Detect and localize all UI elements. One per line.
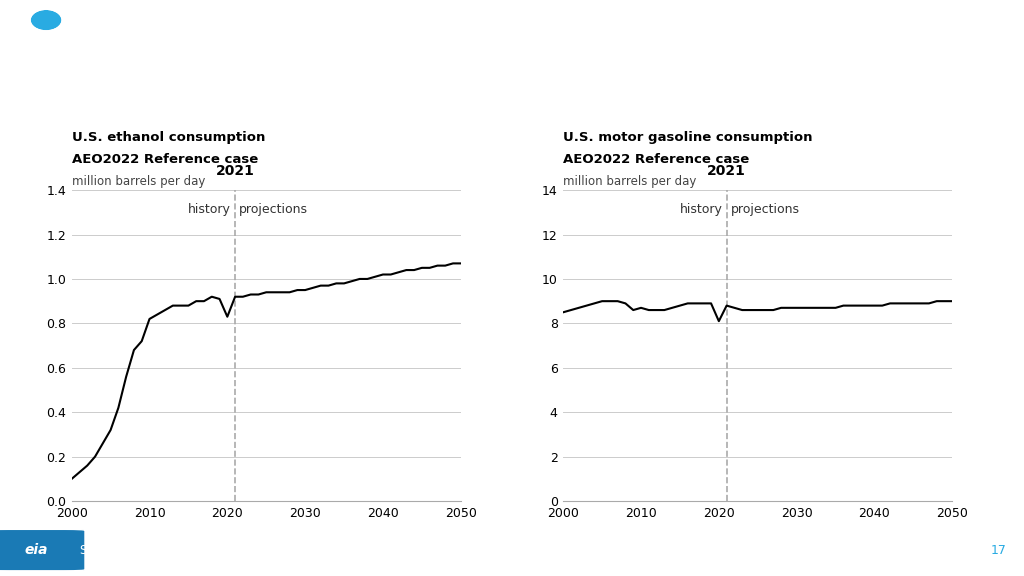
- Text: U.S. ethanol and motor gasoline consumption: U.S. ethanol and motor gasoline consumpt…: [77, 31, 713, 59]
- FancyBboxPatch shape: [0, 529, 85, 571]
- Text: history: history: [188, 203, 231, 215]
- Text: projections: projections: [239, 203, 308, 215]
- Text: www.eia.gov/aeo: www.eia.gov/aeo: [881, 544, 981, 556]
- Text: 2021: 2021: [708, 164, 746, 177]
- Text: 17: 17: [990, 544, 1007, 556]
- Bar: [30, 20, 62, 69]
- Text: (AEO2022): (AEO2022): [500, 544, 567, 556]
- Text: Source: U.S. Energy Information Administration,: Source: U.S. Energy Information Administ…: [80, 544, 367, 556]
- Text: eia: eia: [25, 543, 47, 557]
- Text: history: history: [680, 203, 723, 215]
- Text: million barrels per day: million barrels per day: [72, 175, 205, 188]
- Text: AEO2022 Reference case: AEO2022 Reference case: [72, 153, 258, 166]
- Text: Annual Energy Outlook 2022: Annual Energy Outlook 2022: [324, 544, 494, 556]
- Ellipse shape: [30, 58, 62, 81]
- Text: U.S. motor gasoline consumption: U.S. motor gasoline consumption: [563, 131, 813, 144]
- Ellipse shape: [30, 9, 62, 31]
- Text: projections: projections: [730, 203, 800, 215]
- Text: 2021: 2021: [216, 164, 255, 177]
- Text: U.S. ethanol consumption: U.S. ethanol consumption: [72, 131, 265, 144]
- Text: million barrels per day: million barrels per day: [563, 175, 696, 188]
- Text: AEO2022 Reference case: AEO2022 Reference case: [563, 153, 750, 166]
